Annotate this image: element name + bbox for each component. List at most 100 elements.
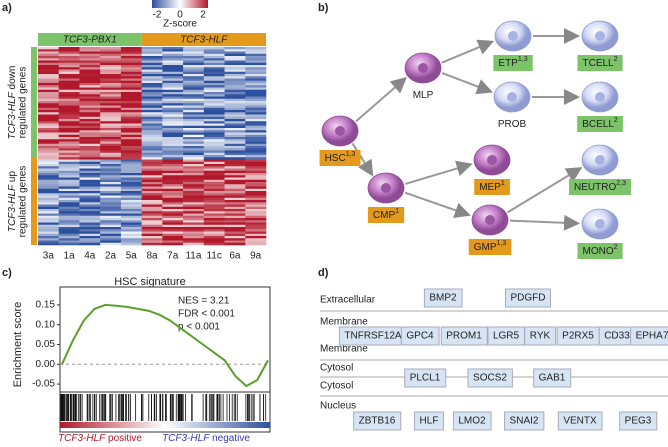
row-group-line: TCF3-HLF down xyxy=(7,66,18,140)
heatmap-cell xyxy=(100,164,122,167)
node-label: PROB xyxy=(498,119,527,130)
heatmap-cell xyxy=(141,175,163,178)
heatmap-cell xyxy=(79,96,101,100)
arrow xyxy=(507,167,583,214)
heatmap-cell xyxy=(162,224,184,228)
heatmap-cell xyxy=(224,80,246,84)
heatmap-cell xyxy=(203,80,225,84)
heatmap-cell xyxy=(203,56,225,59)
heatmap-cell xyxy=(100,238,122,241)
heatmap-cell xyxy=(162,78,184,82)
heatmap-cell xyxy=(100,213,122,217)
heatmap-cell xyxy=(120,193,142,196)
heatmap-cell xyxy=(38,89,60,93)
colorbar-tick: 0 xyxy=(177,10,183,21)
heatmap-cell xyxy=(162,76,184,79)
heatmap-cell xyxy=(38,179,60,183)
heatmap-cell xyxy=(162,146,184,149)
heatmap-cell xyxy=(203,112,225,115)
heatmap-cell xyxy=(120,240,142,244)
heatmap-cell xyxy=(141,215,163,219)
group-label: TCF3-PBX1 xyxy=(63,35,117,46)
heatmap-cell xyxy=(100,202,122,205)
heatmap-cell xyxy=(224,213,246,217)
heatmap-cell xyxy=(162,47,184,50)
heatmap-cell xyxy=(58,92,80,95)
heatmap-cell xyxy=(79,200,101,203)
heatmap-cell xyxy=(224,96,246,100)
heatmap-cell xyxy=(100,150,122,154)
heatmap-cell xyxy=(245,173,267,176)
heatmap-cell xyxy=(162,204,184,208)
heatmap-cell xyxy=(58,112,80,115)
heatmap-cell xyxy=(120,179,142,183)
heatmap-cell xyxy=(224,173,246,176)
heatmap-cell xyxy=(141,80,163,84)
heatmap-cell xyxy=(38,134,60,138)
node-label: MLP xyxy=(413,90,434,101)
heatmap-cell xyxy=(245,195,267,199)
heatmap-cell xyxy=(100,204,122,208)
heatmap-cell xyxy=(38,175,60,178)
node-box xyxy=(577,243,623,259)
heatmap-cell xyxy=(141,231,163,235)
heatmap-cell xyxy=(100,49,122,52)
heatmap-cell xyxy=(79,121,101,124)
heatmap-cell xyxy=(162,134,184,138)
heatmap-cell xyxy=(120,96,142,100)
heatmap-cell xyxy=(58,116,80,120)
sample-label: 4a xyxy=(84,251,96,262)
heatmap-cell xyxy=(79,155,101,158)
heatmap-cell xyxy=(162,71,184,75)
heatmap-cell xyxy=(100,227,122,230)
heatmap-cell xyxy=(120,83,142,86)
heatmap-cell xyxy=(141,128,163,131)
heatmap-cell xyxy=(38,58,60,61)
heatmap-cell xyxy=(245,58,267,61)
heatmap-cell xyxy=(79,58,101,61)
heatmap-cell xyxy=(38,110,60,113)
heatmap-cell xyxy=(245,96,267,100)
heatmap-cell xyxy=(58,231,80,235)
heatmap-cell xyxy=(38,242,60,246)
node-name: TCELL xyxy=(582,58,614,69)
heatmap-cell xyxy=(245,206,267,210)
heatmap-cell xyxy=(203,114,225,118)
heatmap-cell xyxy=(224,195,246,199)
heatmap-cell xyxy=(38,137,60,140)
heatmap-cell xyxy=(100,123,122,127)
heatmap-cell xyxy=(203,213,225,217)
heatmap-cell xyxy=(79,238,101,241)
heatmap-cell xyxy=(245,182,267,185)
heatmap-cell xyxy=(79,150,101,154)
heatmap-cell xyxy=(203,193,225,196)
heatmap-cell xyxy=(100,186,122,190)
heatmap-cell xyxy=(224,112,246,115)
heatmap-cell xyxy=(162,238,184,241)
heatmap-cell xyxy=(183,92,205,95)
heatmap-cell xyxy=(120,204,142,208)
nucleus xyxy=(508,31,518,41)
heatmap-cell xyxy=(183,47,205,50)
heatmap-cell xyxy=(203,211,225,214)
heatmap-cell xyxy=(224,159,246,163)
heatmap-cell xyxy=(58,58,80,61)
heatmap-cell xyxy=(162,193,184,196)
heatmap-cell xyxy=(120,175,142,178)
heatmap-cell xyxy=(183,150,205,154)
heatmap-cell xyxy=(79,191,101,194)
heatmap-cell xyxy=(120,132,142,136)
y-tick-label: 0.15 xyxy=(36,300,56,311)
heatmap-cell xyxy=(203,128,225,131)
heatmap-cell xyxy=(141,202,163,205)
heatmap-cell xyxy=(224,152,246,156)
heatmap-cell xyxy=(245,51,267,55)
node-label: TCELL2 xyxy=(582,56,617,69)
heatmap-cell xyxy=(224,130,246,133)
node-label: NEUTRO2,3 xyxy=(574,180,626,193)
heatmap-cell xyxy=(120,238,142,241)
gene-box xyxy=(404,368,447,388)
colorbar-tick: 2 xyxy=(200,10,206,21)
group-bar xyxy=(38,33,142,46)
